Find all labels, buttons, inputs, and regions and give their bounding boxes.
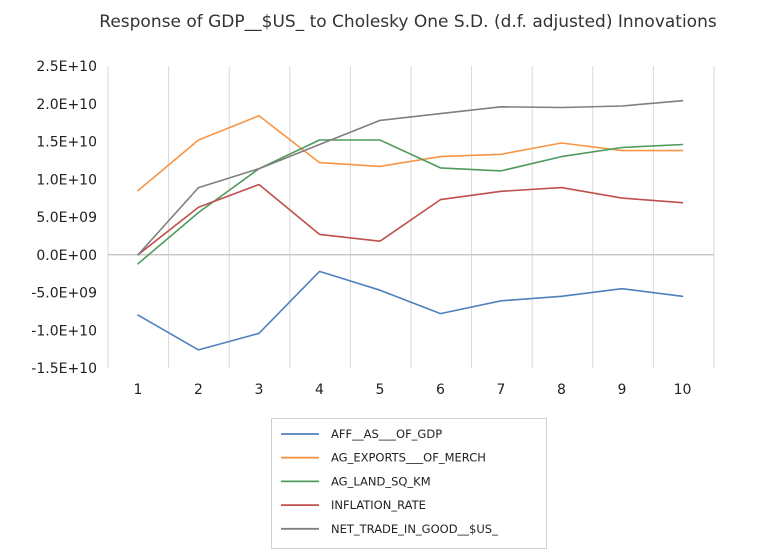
legend-label: AG_LAND_SQ_KM bbox=[331, 474, 431, 488]
x-tick-label: 4 bbox=[315, 382, 324, 398]
legend: AFF__AS___OF_GDP AG_EXPORTS___OF_MERCH AG_… bbox=[271, 418, 547, 549]
legend-label: AFF__AS___OF_GDP bbox=[331, 427, 442, 441]
series-line bbox=[137, 115, 684, 192]
x-tick-label: 5 bbox=[376, 382, 385, 398]
y-tick-label: -1.0E+10 bbox=[31, 323, 97, 339]
x-tick-label: 3 bbox=[255, 382, 264, 398]
legend-label: INFLATION_RATE bbox=[331, 498, 426, 512]
legend-label: NET_TRADE_IN_GOOD__$US_ bbox=[331, 522, 498, 536]
legend-box bbox=[271, 418, 547, 549]
axes: -1.5E+10 -1.0E+10 -5.0E+09 0.0E+00 5.0E+09 1.… bbox=[31, 59, 714, 398]
y-tick-label: 1.0E+10 bbox=[36, 172, 97, 188]
x-tick-label: 2 bbox=[194, 382, 203, 398]
x-tick-label: 10 bbox=[674, 382, 692, 398]
x-tick-label: 9 bbox=[618, 382, 627, 398]
chart-title: Response of GDP__$US_ to Cholesky One S.… bbox=[99, 12, 717, 32]
y-tick-label: 0.0E+00 bbox=[36, 248, 97, 264]
legend-label: AG_EXPORTS___OF_MERCH bbox=[331, 451, 486, 465]
x-tick-label: 7 bbox=[497, 382, 506, 398]
series-line bbox=[137, 99, 684, 256]
y-tick-label: 2.0E+10 bbox=[36, 97, 97, 113]
x-tick-label: 8 bbox=[557, 382, 566, 398]
grid-lines bbox=[107, 66, 715, 368]
series-line bbox=[137, 183, 684, 256]
y-tick-label: -1.5E+10 bbox=[31, 361, 97, 377]
series-line bbox=[137, 270, 684, 351]
y-tick-label: -5.0E+09 bbox=[31, 286, 97, 302]
series-lines bbox=[137, 99, 684, 351]
y-tick-label: 1.5E+10 bbox=[36, 135, 97, 151]
x-tick-label: 1 bbox=[134, 382, 143, 398]
y-tick-label: 2.5E+10 bbox=[36, 59, 97, 75]
x-tick-label: 6 bbox=[436, 382, 445, 398]
series-line bbox=[137, 139, 684, 265]
y-tick-label: 5.0E+09 bbox=[36, 210, 97, 226]
